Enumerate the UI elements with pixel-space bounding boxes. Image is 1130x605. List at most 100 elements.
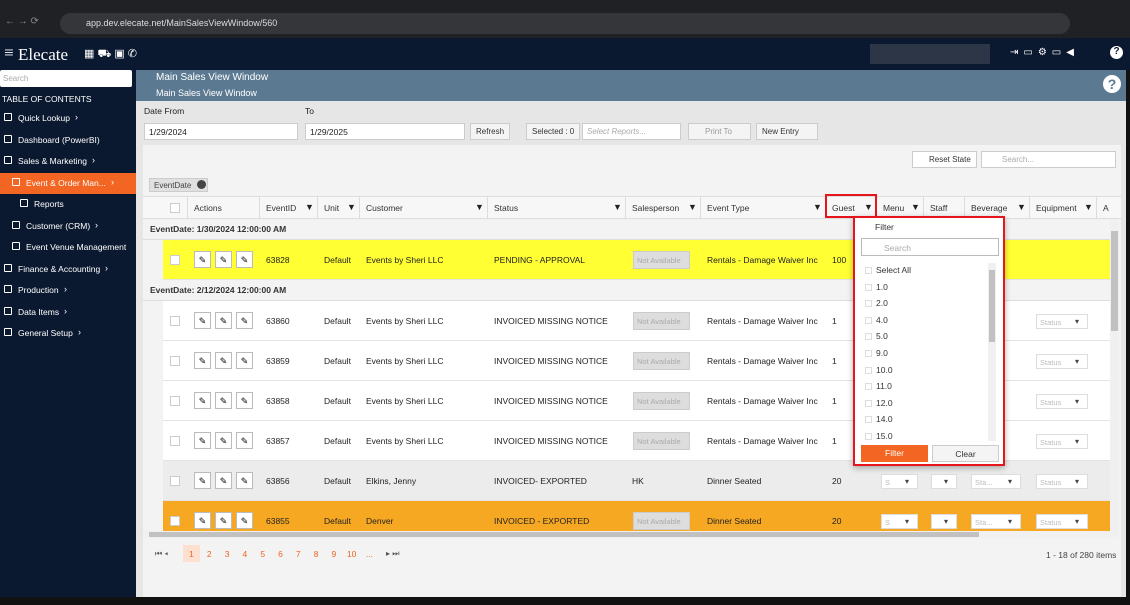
page-link[interactable]: 6: [278, 549, 283, 559]
column-filter[interactable]: ▼: [813, 202, 822, 212]
option-checkbox[interactable]: [865, 399, 872, 407]
row-checkbox[interactable]: [170, 396, 180, 406]
dropdown[interactable]: S: [881, 474, 918, 489]
column-header[interactable]: Ac: [1103, 203, 1109, 213]
column-filter[interactable]: ▼: [1017, 202, 1026, 212]
column-filter[interactable]: ▼: [911, 202, 920, 212]
column-header[interactable]: Salesperson: [632, 203, 680, 213]
option-checkbox[interactable]: [865, 316, 872, 324]
header-checkbox[interactable]: [170, 203, 180, 213]
sidebar-item[interactable]: Dashboard (PowerBI): [18, 134, 100, 145]
dropdown[interactable]: Status: [1036, 434, 1088, 449]
filter-option[interactable]: 14.0: [876, 414, 893, 425]
refresh-button[interactable]: Refresh: [470, 123, 511, 140]
row-checkbox[interactable]: [170, 356, 180, 366]
column-header[interactable]: Guest: [832, 203, 855, 213]
header-icons[interactable]: ▦ ⛟ ▣ ✆: [84, 48, 138, 60]
dropdown[interactable]: Status: [1036, 314, 1088, 329]
column-header[interactable]: Equipment: [1036, 203, 1077, 213]
dropdown-arrow[interactable]: ▾: [1075, 357, 1080, 366]
filter-option[interactable]: Select All: [876, 265, 911, 275]
address-bar[interactable]: [60, 13, 1070, 34]
popup-search[interactable]: Search: [861, 238, 999, 256]
action-button[interactable]: ✎: [194, 392, 211, 409]
dropdown-arrow[interactable]: ▾: [1008, 477, 1013, 486]
filter-option[interactable]: 10.0: [876, 364, 893, 375]
dropdown-arrow[interactable]: ▾: [1008, 517, 1013, 526]
column-header[interactable]: Beverage: [971, 203, 1008, 213]
chevron[interactable]: ›: [75, 112, 78, 122]
h-scrollbar[interactable]: [143, 531, 1110, 538]
filter-option[interactable]: 9.0: [876, 348, 888, 358]
dropdown-arrow[interactable]: ▾: [1075, 397, 1080, 406]
row-checkbox[interactable]: [170, 476, 180, 486]
column-filter[interactable]: ▼: [1084, 202, 1093, 212]
dropdown[interactable]: Status: [1036, 354, 1088, 369]
column-header[interactable]: Staff: [930, 203, 948, 213]
chevron[interactable]: ›: [64, 305, 67, 316]
column-header[interactable]: Actions: [194, 203, 222, 213]
pager-next-last[interactable]: ▸ ⏭: [386, 549, 400, 558]
action-button[interactable]: ✎: [194, 512, 211, 529]
nav-buttons[interactable]: ← → ⟳: [5, 16, 39, 27]
sidebar-item[interactable]: Event Venue Management: [26, 242, 127, 252]
filter-option[interactable]: 12.0: [876, 397, 893, 408]
column-filter[interactable]: ▼: [688, 202, 697, 212]
date-to-input[interactable]: 1/29/2025: [305, 123, 465, 140]
dropdown-arrow[interactable]: ▾: [1075, 477, 1080, 486]
clear-button[interactable]: Clear: [932, 445, 999, 462]
help-button[interactable]: ?: [1103, 75, 1121, 93]
page-link[interactable]: 1: [183, 545, 200, 562]
action-button[interactable]: ✎: [236, 472, 253, 489]
action-button[interactable]: ✎: [194, 312, 211, 329]
column-filter[interactable]: ▼: [475, 202, 484, 212]
new-entry[interactable]: New Entry: [756, 123, 818, 140]
reset-state[interactable]: Reset State: [912, 151, 977, 168]
column-header[interactable]: Status: [494, 203, 519, 213]
filter-option[interactable]: 11.0: [876, 381, 892, 392]
column-filter[interactable]: ▼: [305, 202, 314, 212]
action-button[interactable]: ✎: [236, 392, 253, 409]
row-checkbox[interactable]: [170, 255, 180, 265]
filter-option[interactable]: 5.0: [876, 331, 888, 342]
dropdown[interactable]: S: [881, 514, 918, 529]
grid-search[interactable]: Search...: [981, 151, 1116, 168]
column-filter[interactable]: ▼: [864, 202, 873, 212]
dropdown[interactable]: Status: [1036, 394, 1088, 409]
group-chip[interactable]: EventDate: [149, 178, 209, 192]
action-button[interactable]: ✎: [215, 472, 232, 489]
column-filter[interactable]: ▼: [613, 202, 622, 212]
chevron[interactable]: ›: [105, 262, 108, 273]
dropdown-arrow[interactable]: ▾: [1075, 317, 1080, 326]
dropdown[interactable]: Sta...: [971, 514, 1021, 529]
filter-button[interactable]: Filter: [861, 445, 928, 462]
option-checkbox[interactable]: [865, 383, 872, 391]
print-to[interactable]: Print To: [688, 123, 751, 140]
sidebar-item[interactable]: Production: [18, 285, 59, 295]
row-checkbox[interactable]: [170, 436, 180, 446]
page-link[interactable]: 7: [295, 549, 301, 559]
page-link[interactable]: 4: [242, 549, 248, 559]
dropdown[interactable]: [931, 474, 957, 489]
column-header[interactable]: Unit: [324, 203, 340, 213]
column-header[interactable]: EventID: [266, 203, 297, 213]
chevron[interactable]: ›: [111, 176, 114, 187]
option-checkbox[interactable]: [865, 416, 872, 424]
chevron[interactable]: ›: [64, 284, 67, 294]
filter-option[interactable]: 15.0: [876, 431, 893, 441]
filter-option[interactable]: 2.0: [876, 298, 888, 309]
sidebar-item[interactable]: Finance & Accounting: [18, 263, 101, 274]
page-link[interactable]: 8: [313, 549, 319, 559]
sidebar-item[interactable]: Data Items: [18, 306, 60, 317]
sidebar-item[interactable]: General Setup: [18, 328, 73, 338]
dropdown[interactable]: [931, 514, 957, 529]
dropdown-arrow[interactable]: ▾: [944, 477, 949, 486]
option-checkbox[interactable]: [865, 267, 872, 274]
sidebar-search[interactable]: [0, 70, 132, 87]
action-button[interactable]: ✎: [215, 352, 232, 369]
dropdown[interactable]: Sta...: [971, 474, 1021, 489]
sidebar-item[interactable]: Sales & Marketing: [18, 156, 87, 166]
action-button[interactable]: ✎: [194, 251, 211, 268]
action-button[interactable]: ✎: [215, 251, 232, 268]
page-link[interactable]: 9: [331, 549, 337, 559]
